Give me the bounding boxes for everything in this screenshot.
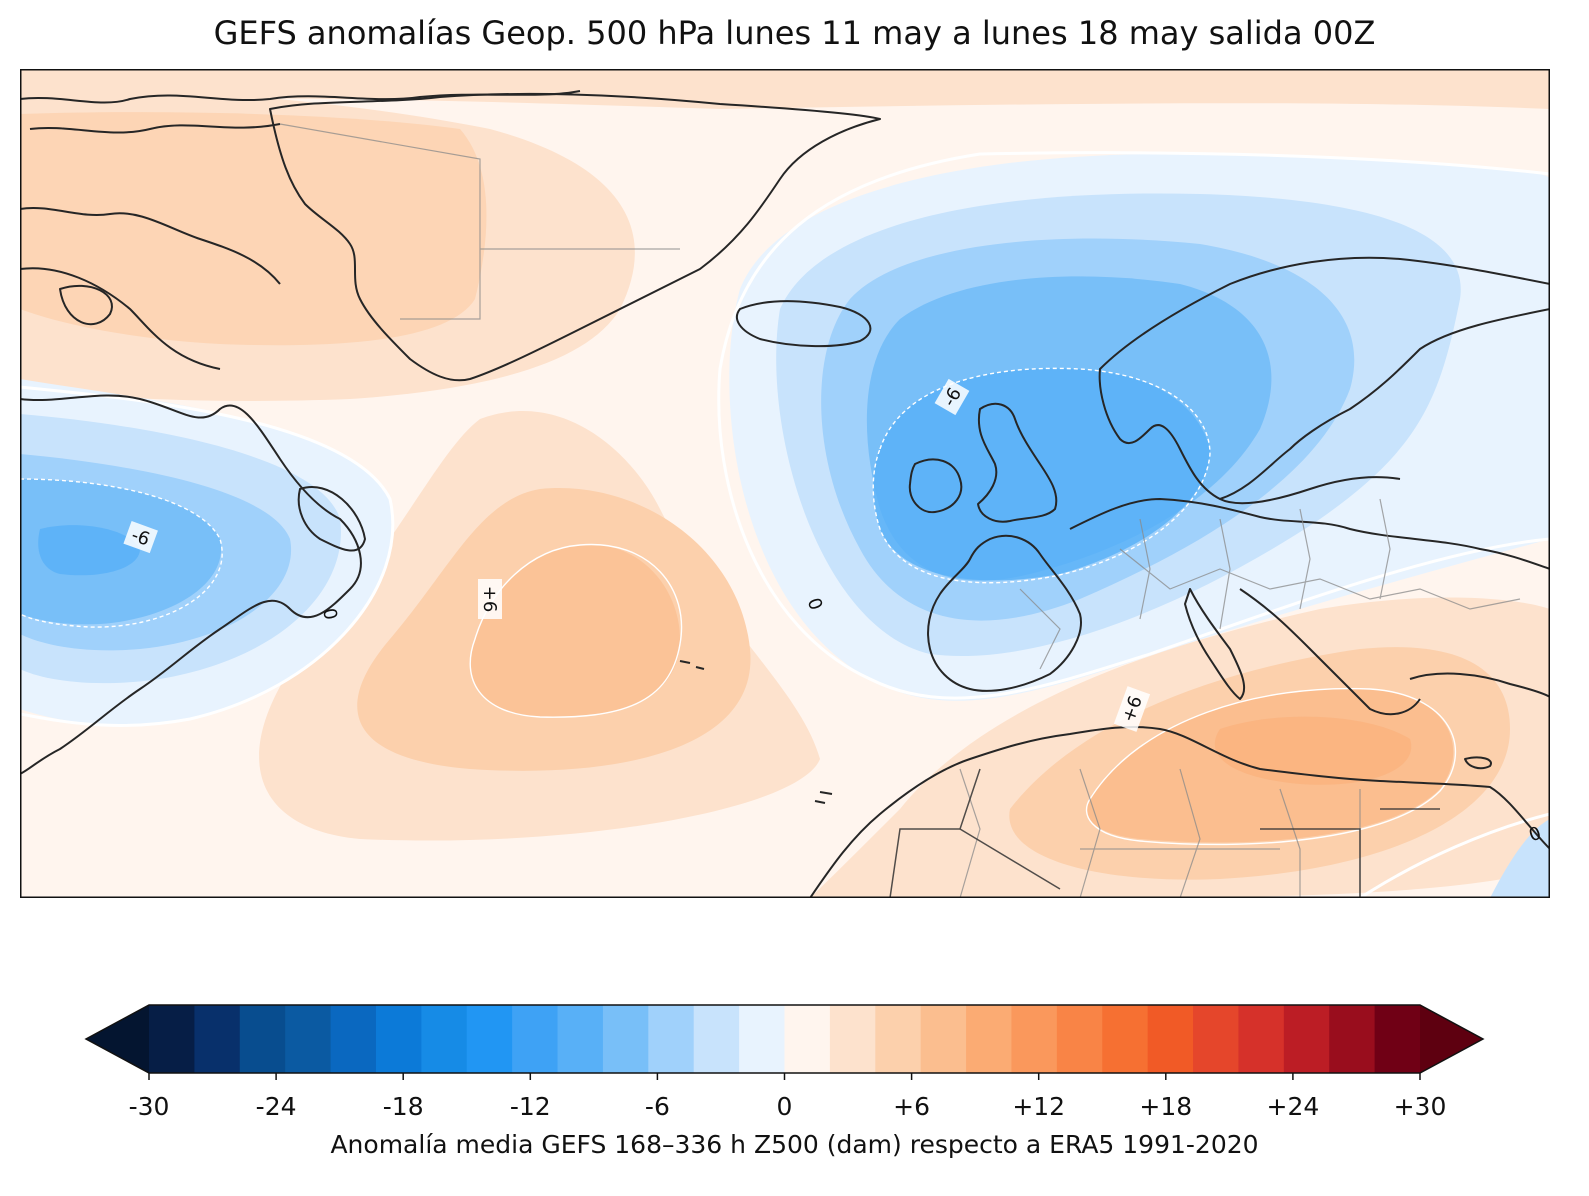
colorbar-segment bbox=[149, 1005, 195, 1073]
newfoundland-coast bbox=[297, 486, 366, 552]
contour-label-atlantic-plus6: +6 bbox=[479, 586, 500, 613]
colorbar-tick-label: -12 bbox=[510, 1092, 551, 1121]
colorbar-under-arrow bbox=[86, 1005, 149, 1073]
colorbar-segment bbox=[557, 1005, 604, 1073]
anomaly-europe-negative-core bbox=[873, 368, 1210, 581]
colorbar-segment bbox=[512, 1005, 559, 1073]
colorbar-segment bbox=[1283, 1005, 1330, 1073]
colorbar-segment bbox=[1238, 1005, 1285, 1073]
minus6-contour-europe bbox=[872, 367, 1211, 584]
anomaly-atlantic-peak bbox=[470, 544, 680, 718]
colorbar-segment bbox=[1329, 1005, 1376, 1073]
colorbar-segment bbox=[1056, 1005, 1103, 1073]
colorbar-segment bbox=[829, 1005, 876, 1073]
map-border bbox=[20, 69, 1550, 898]
plus6-contour-mediterranean bbox=[1085, 687, 1457, 846]
country-borders bbox=[889, 768, 1440, 898]
colorbar-segment bbox=[375, 1005, 422, 1073]
colorbar: -30 -24 -18 -12 -6 0 +6 +12 +18 +24 +30 bbox=[84, 1004, 1485, 1121]
colorbar-segment bbox=[194, 1005, 241, 1073]
greenland-coast bbox=[269, 92, 881, 382]
colorbar-tick-label: +30 bbox=[1394, 1092, 1447, 1121]
colorbar-segment bbox=[285, 1005, 332, 1073]
minus6-contour-west bbox=[20, 478, 223, 628]
colorbar-segment bbox=[739, 1005, 786, 1073]
colorbar-tick-label: -24 bbox=[256, 1092, 297, 1121]
colorbar-segment bbox=[966, 1005, 1013, 1073]
iceland-coast bbox=[735, 300, 872, 348]
colorbar-segment bbox=[330, 1005, 377, 1073]
colorbar-tick-label: +18 bbox=[1139, 1092, 1192, 1121]
anomaly-mediterranean-peak bbox=[1214, 716, 1412, 785]
colorbar-segment bbox=[602, 1005, 649, 1073]
anomaly-west-negative-peak bbox=[38, 525, 140, 576]
colorbar-tick-label: +6 bbox=[893, 1092, 930, 1121]
colorbar-segment bbox=[693, 1005, 740, 1073]
colorbar-segment bbox=[1193, 1005, 1240, 1073]
colorbar-ticks: -30 -24 -18 -12 -6 0 +6 +12 +18 +24 +30 bbox=[129, 1073, 1447, 1121]
zero-contour-europe bbox=[717, 151, 1550, 700]
political-borders bbox=[279, 123, 1521, 898]
colorbar-segment bbox=[784, 1005, 831, 1073]
balkans-coast bbox=[1239, 588, 1421, 716]
colorbar-segment bbox=[1374, 1005, 1421, 1073]
italy-coast bbox=[1184, 588, 1246, 700]
anomaly-southeast-negative bbox=[1490, 819, 1550, 898]
colorbar-segment bbox=[421, 1005, 468, 1073]
coastlines bbox=[20, 90, 1550, 898]
colorbar-tick-label: 0 bbox=[777, 1092, 793, 1121]
north-america-coast bbox=[20, 394, 362, 775]
ireland-coast bbox=[908, 458, 963, 514]
turkey-coast bbox=[1409, 672, 1550, 698]
iberia-coast bbox=[927, 534, 1082, 692]
colorbar-segment bbox=[1011, 1005, 1058, 1073]
contour-label-west-zero: 0 bbox=[318, 607, 341, 622]
colorbar-caption: Anomalía media GEFS 168–336 h Z500 (dam)… bbox=[330, 1130, 1259, 1159]
colorbar-segment bbox=[920, 1005, 967, 1073]
colorbar-tick-label: -6 bbox=[645, 1092, 670, 1121]
colorbar-segment bbox=[239, 1005, 286, 1073]
colorbar-segment bbox=[466, 1005, 513, 1073]
north-africa-coast bbox=[809, 725, 1550, 898]
colorbar-tick-label: -30 bbox=[129, 1092, 170, 1121]
colorbar-segment bbox=[648, 1005, 695, 1073]
zero-contour-southeast bbox=[1359, 812, 1550, 898]
zero-contour-west bbox=[20, 385, 395, 727]
colorbar-segments bbox=[149, 1005, 1421, 1073]
colorbar-over-arrow bbox=[1420, 1005, 1483, 1073]
scandinavia-coast bbox=[1098, 256, 1550, 500]
colorbar-segment bbox=[1102, 1005, 1149, 1073]
map-title: GEFS anomalías Geop. 500 hPa lunes 11 ma… bbox=[213, 14, 1376, 52]
colorbar-segment bbox=[1147, 1005, 1194, 1073]
colorbar-tick-label: -18 bbox=[383, 1092, 424, 1121]
colorbar-tick-label: +12 bbox=[1012, 1092, 1065, 1121]
great-britain-coast bbox=[977, 402, 1058, 523]
europe-coast bbox=[1069, 498, 1550, 570]
colorbar-segment bbox=[875, 1005, 922, 1073]
colorbar-tick-label: +24 bbox=[1267, 1092, 1320, 1121]
map-panel: -6 0 +6 0 -6 +6 0 bbox=[20, 69, 1550, 898]
anomaly-greenland-core bbox=[20, 112, 487, 346]
